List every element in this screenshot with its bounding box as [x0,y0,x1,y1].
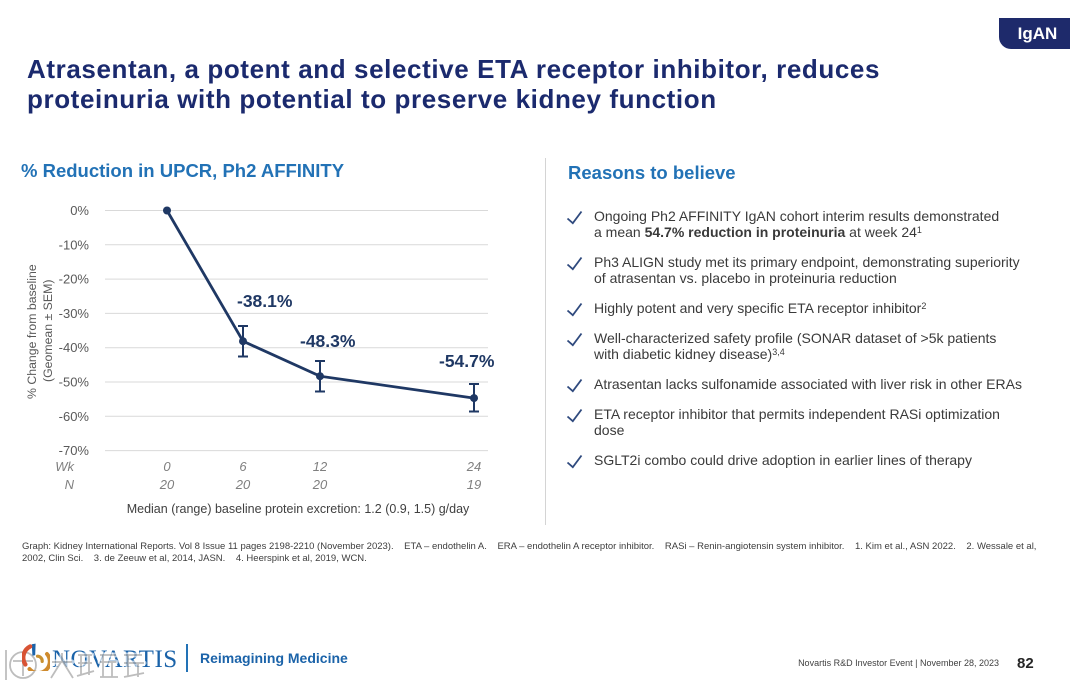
svg-text:N: N [65,477,75,492]
svg-text:-70%: -70% [59,443,90,458]
svg-text:-38.1%: -38.1% [237,291,293,311]
svg-text:-20%: -20% [59,272,90,287]
svg-text:6: 6 [239,459,247,474]
svg-text:0: 0 [163,459,171,474]
svg-text:-60%: -60% [59,409,90,424]
svg-text:20: 20 [312,477,328,492]
svg-text:Wk: Wk [55,459,75,474]
svg-text:20: 20 [235,477,251,492]
svg-text:19: 19 [467,477,481,492]
svg-text:% Change from baseline: % Change from baseline [25,264,39,399]
svg-text:Median (range) baseline protei: Median (range) baseline protein excretio… [127,502,470,516]
svg-text:24: 24 [466,459,481,474]
svg-text:(Geomean ± SEM): (Geomean ± SEM) [41,280,55,382]
svg-text:12: 12 [313,459,328,474]
svg-text:-40%: -40% [59,340,90,355]
svg-text:0%: 0% [70,203,89,218]
svg-text:20: 20 [159,477,175,492]
svg-text:-10%: -10% [59,237,90,252]
svg-text:-48.3%: -48.3% [300,331,356,351]
svg-text:-54.7%: -54.7% [439,351,495,371]
svg-text:-30%: -30% [59,306,90,321]
svg-text:-50%: -50% [59,375,90,390]
